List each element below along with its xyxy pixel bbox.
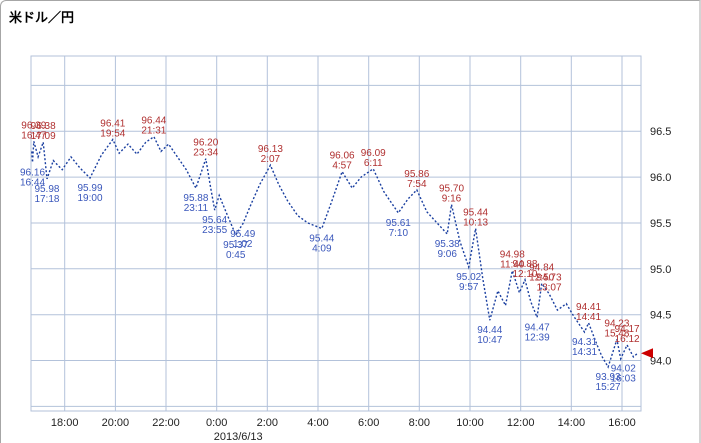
svg-text:23:55: 23:55 [202, 225, 227, 236]
svg-text:95.02: 95.02 [456, 272, 481, 283]
svg-text:20:00: 20:00 [102, 417, 130, 429]
svg-text:94.23: 94.23 [604, 318, 629, 329]
svg-text:0:00: 0:00 [206, 417, 227, 429]
svg-text:93.93: 93.93 [596, 372, 621, 383]
svg-text:21:31: 21:31 [141, 126, 166, 137]
svg-text:96.44: 96.44 [141, 116, 166, 127]
svg-text:12:00: 12:00 [507, 417, 535, 429]
svg-text:95.5: 95.5 [650, 218, 671, 230]
svg-text:23:11: 23:11 [184, 203, 209, 214]
svg-text:94.17: 94.17 [615, 324, 640, 335]
svg-text:94.47: 94.47 [525, 322, 550, 333]
svg-text:7:54: 7:54 [407, 179, 427, 190]
svg-text:10:47: 10:47 [477, 335, 502, 346]
svg-text:22:00: 22:00 [152, 417, 180, 429]
svg-text:16:44: 16:44 [20, 177, 45, 188]
svg-text:95.49: 95.49 [230, 229, 255, 240]
svg-text:15:48: 15:48 [604, 328, 629, 339]
svg-text:16:47: 16:47 [21, 130, 46, 141]
svg-text:95.86: 95.86 [404, 169, 429, 180]
svg-text:23:34: 23:34 [193, 148, 218, 159]
svg-text:18:00: 18:00 [51, 417, 79, 429]
svg-text:95.61: 95.61 [386, 218, 411, 229]
svg-text:95.98: 95.98 [34, 184, 59, 195]
svg-text:95.88: 95.88 [183, 193, 208, 204]
date-label: 2013/6/13 [214, 431, 263, 443]
svg-text:6:00: 6:00 [358, 417, 379, 429]
svg-text:16:00: 16:00 [608, 417, 636, 429]
instrument-title: 米ドル／円 [9, 10, 75, 25]
svg-text:94.44: 94.44 [477, 325, 502, 336]
grid-lines [30, 55, 642, 412]
svg-text:94.41: 94.41 [576, 302, 601, 313]
svg-text:17:18: 17:18 [34, 194, 59, 205]
svg-text:16:12: 16:12 [615, 334, 640, 345]
svg-text:2:07: 2:07 [261, 154, 281, 165]
svg-text:9:57: 9:57 [459, 282, 479, 293]
svg-text:96.38: 96.38 [31, 121, 56, 132]
svg-text:15:27: 15:27 [596, 382, 621, 393]
svg-text:12:10: 12:10 [512, 269, 537, 280]
x-axis-labels: 18:00 20:00 22:00 0:00 2:00 4:00 6:00 8:00 10:00… [51, 417, 636, 443]
svg-text:96.39: 96.39 [21, 120, 46, 131]
svg-text:94.0: 94.0 [650, 356, 671, 368]
svg-text:16:03: 16:03 [611, 374, 636, 385]
svg-text:96.5: 96.5 [650, 126, 671, 138]
svg-text:95.44: 95.44 [309, 233, 334, 244]
svg-text:13:07: 13:07 [537, 283, 562, 294]
svg-text:11:40: 11:40 [500, 260, 525, 271]
svg-text:96.09: 96.09 [361, 148, 386, 159]
svg-text:95.38: 95.38 [435, 239, 460, 250]
svg-text:96.0: 96.0 [650, 172, 671, 184]
svg-text:1:02: 1:02 [233, 239, 253, 250]
svg-text:12:50: 12:50 [529, 272, 554, 283]
svg-text:14:00: 14:00 [558, 417, 586, 429]
svg-text:95.37: 95.37 [223, 240, 248, 251]
svg-text:4:57: 4:57 [332, 161, 352, 172]
svg-text:19:54: 19:54 [100, 128, 125, 139]
svg-text:94.98: 94.98 [500, 250, 525, 261]
svg-text:94.73: 94.73 [537, 273, 562, 284]
svg-text:14:31: 14:31 [572, 347, 597, 358]
svg-text:17:09: 17:09 [31, 131, 56, 142]
svg-text:96.06: 96.06 [330, 151, 355, 162]
svg-text:4:09: 4:09 [312, 243, 332, 254]
svg-text:12:39: 12:39 [525, 332, 550, 343]
svg-text:9:16: 9:16 [442, 194, 462, 205]
svg-text:8:00: 8:00 [409, 417, 430, 429]
svg-text:94.88: 94.88 [512, 259, 537, 270]
svg-text:94.84: 94.84 [529, 262, 554, 273]
svg-text:94.5: 94.5 [650, 310, 671, 322]
svg-text:96.16: 96.16 [20, 167, 45, 178]
svg-text:94.31: 94.31 [572, 337, 597, 348]
svg-text:7:10: 7:10 [389, 228, 409, 239]
svg-text:10:00: 10:00 [456, 417, 484, 429]
svg-text:96.20: 96.20 [193, 138, 218, 149]
y-axis-labels: 96.5 96.0 95.5 95.0 94.5 94.0 [650, 126, 671, 367]
current-price-arrow-icon [641, 348, 653, 359]
svg-text:96.13: 96.13 [258, 144, 283, 155]
svg-text:95.44: 95.44 [463, 207, 488, 218]
svg-text:19:00: 19:00 [78, 193, 103, 204]
svg-text:4:00: 4:00 [307, 417, 328, 429]
svg-text:14:41: 14:41 [576, 312, 601, 323]
svg-text:95.0: 95.0 [650, 264, 671, 276]
svg-text:9:06: 9:06 [437, 249, 457, 260]
svg-text:94.02: 94.02 [611, 364, 636, 375]
svg-text:6:11: 6:11 [364, 158, 383, 169]
svg-text:2:00: 2:00 [257, 417, 278, 429]
svg-text:95.99: 95.99 [78, 183, 103, 194]
svg-text:95.64: 95.64 [202, 215, 227, 226]
svg-text:10:13: 10:13 [463, 217, 488, 228]
svg-text:95.70: 95.70 [439, 184, 464, 195]
svg-text:96.41: 96.41 [100, 118, 125, 129]
svg-text:0:45: 0:45 [226, 250, 246, 261]
